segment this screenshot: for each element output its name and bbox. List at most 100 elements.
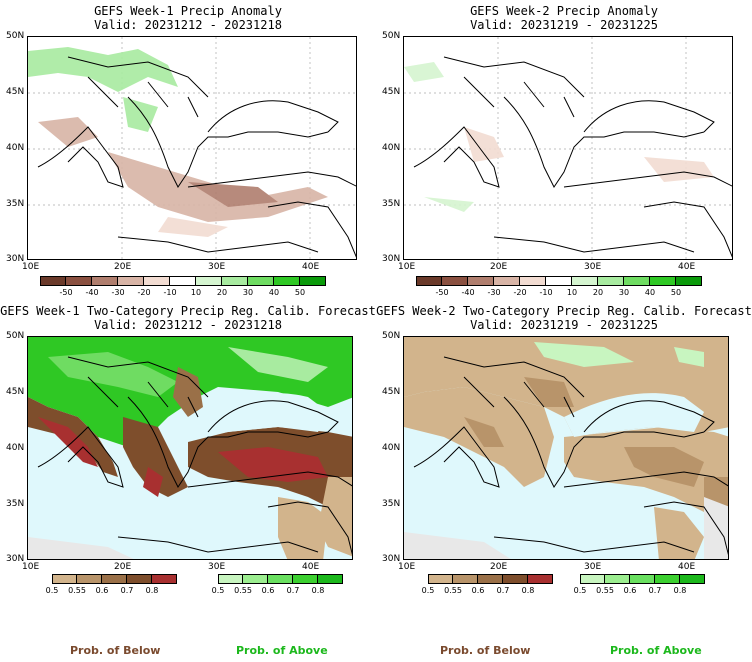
colorbar-swatch [453,574,478,584]
lon-label: 10E [22,562,40,572]
colorbar-tick: 0.5 [211,586,225,595]
colorbar-swatch [650,276,676,286]
colorbar-swatch [127,574,152,584]
colorbar-tick: -20 [137,288,151,297]
lat-label: 30N [6,554,25,564]
panel-valid-dates: Valid: 20231212 - 20231218 [94,18,282,32]
colorbar-tick: 50 [670,288,682,297]
colorbar-swatch [274,276,300,286]
colorbar-tick: 0.6 [623,586,637,595]
colorbar-swatch [152,574,177,584]
colorbar-tick: 10 [566,288,578,297]
prob-above-colorbar [580,574,705,584]
lon-label: 40E [678,562,696,572]
lat-label: 30N [382,554,401,564]
colorbar-tick: 0.6 [471,586,485,595]
colorbar-tick: 0.8 [145,586,159,595]
panel-valid-dates: Valid: 20231219 - 20231225 [470,318,658,332]
prob-above-label: Prob. of Above [610,644,702,657]
lon-label: 20E [114,262,132,272]
colorbar-swatch [520,276,546,286]
colorbar-tick: 0.5 [573,586,587,595]
lon-label: 30E [584,262,602,272]
colorbar-tick: 20 [216,288,228,297]
panel-title: GEFS Week-2 Two-Category Precip Reg. Cal… [376,304,752,318]
colorbar-tick: 0.8 [521,586,535,595]
colorbar-swatch [144,276,170,286]
colorbar-swatch [428,574,453,584]
lat-label: 45N [6,387,25,397]
colorbar-ticks: 0.5 0.55 0.6 0.7 0.8 [574,586,705,598]
colorbar-ticks: 0.5 0.55 0.6 0.7 0.8 [46,586,177,598]
colorbar-swatch [624,276,650,286]
lat-label: 35N [382,499,401,509]
panel-title: GEFS Week-2 Precip Anomaly [470,4,658,18]
colorbar-swatch [598,276,624,286]
panel-valid-dates: Valid: 20231219 - 20231225 [470,18,658,32]
lon-label: 30E [208,262,226,272]
panel-week2-anomaly: GEFS Week-2 Precip Anomaly Valid: 202312… [376,0,752,300]
colorbar-tick: -10 [539,288,553,297]
lat-label: 50N [382,331,401,341]
colorbar-tick: 0.7 [648,586,662,595]
anomaly-map [403,36,733,260]
colorbar-swatch [66,276,92,286]
colorbar-tick: 0.5 [45,586,59,595]
colorbar-swatch [655,574,680,584]
colorbar-swatch [52,574,77,584]
colorbar-tick: -30 [487,288,501,297]
anomaly-colorbar [40,276,326,286]
anomaly-map [27,36,357,260]
colorbar-tick: -40 [461,288,475,297]
lat-label: 50N [6,331,25,341]
panel-week2-probability: GEFS Week-2 Two-Category Precip Reg. Cal… [376,300,752,600]
panel-week1-anomaly: GEFS Week-1 Precip Anomaly Valid: 202312… [0,0,376,300]
lat-label: 50N [382,31,401,41]
colorbar-tick: 0.55 [68,586,86,595]
lon-label: 10E [398,562,416,572]
colorbar-ticks: -50 -40 -30 -20 -10 10 20 30 40 50 [416,288,702,300]
colorbar-tick: -50 [59,288,73,297]
lon-label: 10E [398,262,416,272]
colorbar-swatch [248,276,274,286]
lon-label: 40E [678,262,696,272]
colorbar-tick: 0.5 [421,586,435,595]
lat-label: 35N [6,499,25,509]
lat-label: 30N [6,254,25,264]
lat-label: 30N [382,254,401,264]
prob-below-colorbar [428,574,553,584]
colorbar-ticks: -50 -40 -30 -20 -10 10 20 30 40 50 [40,288,326,300]
prob-above-colorbar [218,574,343,584]
colorbar-tick: -20 [513,288,527,297]
colorbar-swatch [170,276,196,286]
colorbar-swatch [546,276,572,286]
colorbar-swatch [468,276,494,286]
colorbar-tick: 40 [644,288,656,297]
prob-below-label: Prob. of Below [70,644,161,657]
panel-title: GEFS Week-1 Two-Category Precip Reg. Cal… [0,304,376,318]
colorbar-swatch [318,574,343,584]
lat-label: 35N [6,199,25,209]
colorbar-tick: 20 [592,288,604,297]
panel-valid-dates: Valid: 20231212 - 20231218 [94,318,282,332]
lat-label: 35N [382,199,401,209]
lat-label: 40N [382,143,401,153]
colorbar-tick: 0.8 [673,586,687,595]
colorbar-tick: 0.7 [286,586,300,595]
colorbar-tick: 0.7 [120,586,134,595]
colorbar-swatch [196,276,222,286]
lon-label: 20E [490,262,508,272]
prob-below-label: Prob. of Below [440,644,531,657]
lon-label: 10E [22,262,40,272]
colorbar-swatch [40,276,66,286]
colorbar-tick: 0.55 [596,586,614,595]
colorbar-swatch [442,276,468,286]
lon-label: 20E [490,562,508,572]
lon-label: 20E [114,562,132,572]
colorbar-tick: 30 [618,288,630,297]
prob-below-colorbar [52,574,177,584]
colorbar-ticks: 0.5 0.55 0.6 0.7 0.8 [212,586,343,598]
lat-label: 45N [6,87,25,97]
lat-label: 45N [382,387,401,397]
lon-label: 30E [584,562,602,572]
